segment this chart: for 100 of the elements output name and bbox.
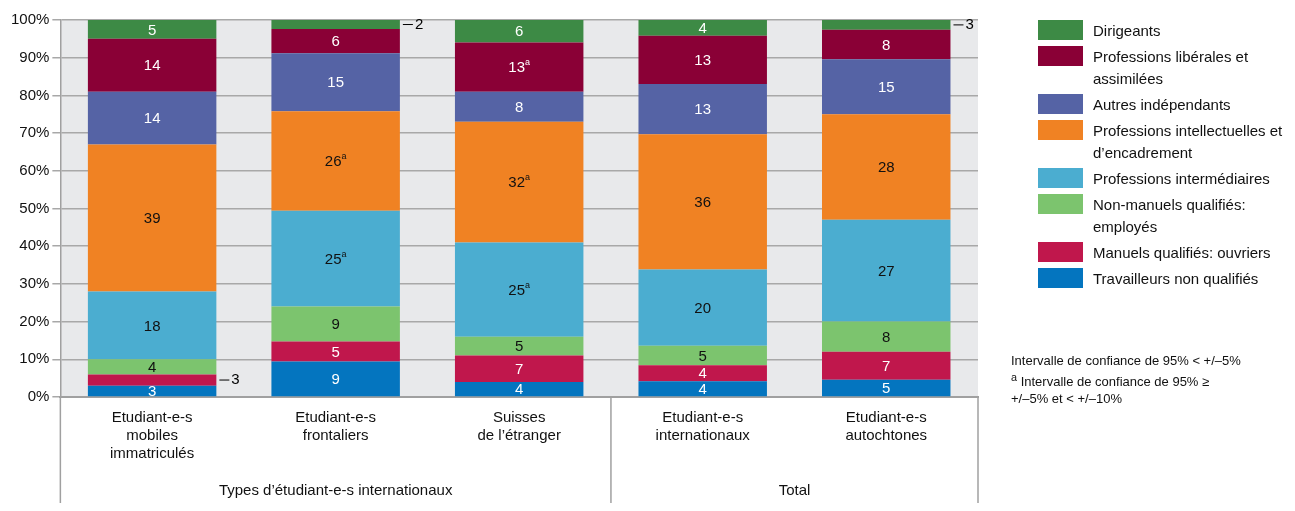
- data-label: 13: [694, 51, 712, 69]
- text: $^{a}$ Intervalle de confiance de 95% ≥ +/–5% et < +/–10%: [1011, 370, 1211, 408]
- x-tick-label: Etudiant-e-s mobiles immatriculés: [110, 408, 195, 462]
- bar: [454, 42, 584, 92]
- x-tick-label: Etudiant-e-s internationaux: [655, 408, 751, 444]
- legend-label: Manuels qualifiés: ouvriers: [1093, 243, 1272, 263]
- data-label: 18: [143, 316, 161, 334]
- legend-label: Professions intermédiaires: [1093, 169, 1271, 189]
- bar: [271, 29, 400, 54]
- data-label: 3: [965, 15, 974, 33]
- data-label: 6: [515, 22, 524, 40]
- bar: [87, 374, 217, 386]
- bar: [454, 121, 584, 243]
- data-label: 8: [515, 97, 524, 115]
- data-label: 4: [515, 380, 524, 398]
- bar: [271, 111, 400, 211]
- y-tick-label: 40%: [19, 236, 50, 254]
- text: Types d’étudiant-e-s internationaux: [218, 481, 453, 499]
- legend-label: Dirigeants: [1093, 21, 1162, 41]
- bar: [87, 291, 217, 360]
- y-tick-label: 0%: [27, 387, 50, 405]
- data-label: 5: [147, 20, 157, 38]
- bar: [271, 53, 400, 112]
- bar: [822, 379, 951, 397]
- data-label: 5: [882, 379, 891, 397]
- bar: [638, 35, 767, 85]
- data-label: 15: [877, 77, 895, 95]
- data-label: 14: [143, 109, 161, 127]
- legend-label: Professions intellectuelles et d’encadrement: [1093, 121, 1284, 163]
- data-label: 9: [331, 315, 340, 333]
- data-label: 3: [231, 370, 240, 388]
- bar: [454, 355, 584, 382]
- data-label: 20: [694, 298, 712, 316]
- y-tick-label: 90%: [19, 47, 50, 65]
- data-label: 9: [331, 370, 340, 388]
- data-label: 8: [882, 327, 891, 345]
- bar: [87, 20, 217, 39]
- legend-label: Autres indépendants: [1093, 95, 1232, 115]
- bar: [87, 359, 217, 375]
- bar: [454, 242, 584, 337]
- data-label: 7: [882, 356, 891, 374]
- x-tick-label: Etudiant-e-s autochtones: [845, 408, 928, 444]
- data-label: 36: [694, 193, 712, 211]
- y-tick-label: 100%: [10, 10, 50, 28]
- bar: [454, 91, 584, 122]
- bar: [638, 20, 767, 36]
- data-label: 5: [331, 342, 340, 360]
- bar: [271, 341, 400, 362]
- data-label: 4: [147, 357, 157, 375]
- x-tick-label: Etudiant-e-s frontaliers: [295, 408, 377, 444]
- bar: [638, 345, 767, 366]
- y-tick-label: 10%: [19, 349, 50, 367]
- bar: [638, 365, 767, 382]
- y-tick-label: 20%: [19, 311, 50, 329]
- bar: [271, 306, 400, 342]
- y-tick-label: 80%: [19, 85, 50, 103]
- bar: [638, 84, 767, 135]
- bar: [822, 59, 951, 115]
- data-label: 4: [698, 364, 707, 382]
- x-tick-label: Suisses de l’étranger: [477, 408, 561, 444]
- legend-label: Travailleurs non qualifiés: [1093, 269, 1260, 289]
- bar: [87, 385, 217, 397]
- bar: [87, 144, 217, 292]
- y-tick-label: 50%: [19, 198, 50, 216]
- data-label: 3: [147, 382, 157, 400]
- data-label: 39: [143, 209, 161, 227]
- data-label: 8: [882, 35, 891, 53]
- bar: [87, 91, 217, 145]
- y-tick-label: 60%: [19, 160, 50, 178]
- bar: [454, 20, 584, 43]
- bar: [454, 381, 584, 397]
- bar: [638, 269, 767, 346]
- bar: [822, 351, 951, 380]
- bar: [271, 361, 400, 397]
- bar: [638, 134, 767, 270]
- text: Intervalle de confiance de 95% < +/–5%: [1011, 352, 1242, 369]
- data-label: 6: [331, 32, 340, 50]
- bar: [454, 336, 584, 356]
- data-label: 15: [327, 73, 344, 91]
- data-label: 5: [515, 337, 524, 355]
- bar: [822, 114, 951, 220]
- data-label: 7: [515, 359, 524, 377]
- data-label: 4: [698, 379, 707, 397]
- data-label: 27: [877, 261, 895, 279]
- bar: [638, 381, 767, 397]
- legend-label: Non-manuels qualifiés: employés: [1093, 195, 1247, 237]
- data-label: 14: [143, 56, 161, 74]
- bar: [822, 321, 951, 352]
- data-label: 2: [414, 14, 424, 32]
- text: Total: [778, 481, 811, 499]
- bar: [822, 29, 951, 60]
- bar: [271, 210, 400, 307]
- y-tick-label: 30%: [19, 274, 50, 292]
- legend-label: Professions libérales et assimilées: [1093, 47, 1250, 89]
- bar: [87, 38, 217, 92]
- data-label: 4: [698, 19, 707, 37]
- bar: [271, 20, 400, 30]
- data-label: 5: [698, 346, 707, 364]
- bar: [822, 20, 951, 30]
- data-label: 13: [694, 100, 712, 118]
